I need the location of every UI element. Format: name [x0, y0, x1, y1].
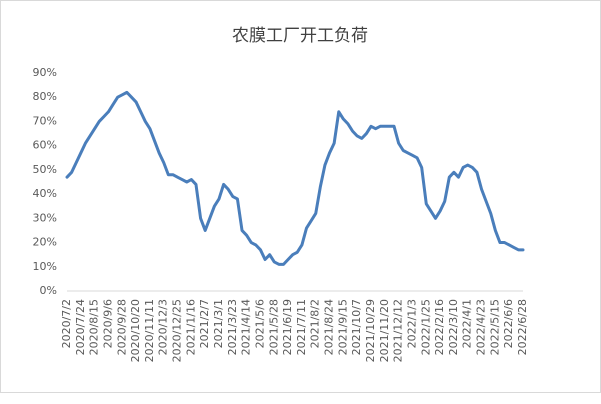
- y-tick-label: 10%: [33, 260, 57, 273]
- x-tick-label: 2022/1/25: [419, 299, 432, 355]
- chart-frame: [0, 0, 601, 393]
- x-tick-label: 2021/12/12: [392, 299, 405, 362]
- y-tick-label: 50%: [33, 163, 57, 176]
- x-tick-label: 2021/8/2: [309, 299, 322, 348]
- y-tick-label: 30%: [33, 211, 57, 224]
- y-tick-label: 20%: [33, 236, 57, 249]
- y-tick-label: 70%: [33, 114, 57, 127]
- x-tick-label: 2020/10/20: [129, 299, 142, 362]
- y-tick-label: 40%: [33, 187, 57, 200]
- y-tick-label: 0%: [40, 284, 57, 297]
- y-tick-label: 90%: [33, 66, 57, 79]
- x-tick-label: 2022/4/23: [475, 299, 488, 355]
- y-tick-label: 80%: [33, 90, 57, 103]
- x-tick-label: 2020/9/6: [101, 299, 114, 348]
- x-tick-label: 2022/1/3: [405, 299, 418, 348]
- x-tick-label: 2022/3/10: [447, 299, 460, 355]
- x-tick-label: 2021/5/28: [267, 299, 280, 355]
- x-tick-label: 2020/7/2: [60, 299, 73, 348]
- x-tick-label: 2021/3/23: [226, 299, 239, 355]
- x-tick-label: 2022/6/6: [502, 299, 515, 348]
- x-tick-label: 2022/4/1: [461, 299, 474, 348]
- x-tick-label: 2021/10/7: [350, 299, 363, 355]
- x-tick-label: 2020/12/3: [157, 299, 170, 355]
- x-tick-label: 2021/3/1: [212, 299, 225, 348]
- data-line: [65, 90, 525, 266]
- x-tick-label: 2022/6/28: [516, 299, 529, 355]
- x-tick-label: 2021/11/20: [378, 299, 391, 362]
- x-tick-label: 2020/12/25: [171, 299, 184, 362]
- x-tick-label: 2021/9/15: [336, 299, 349, 355]
- x-tick-label: 2021/4/14: [240, 299, 253, 355]
- x-tick-label: 2020/8/15: [88, 299, 101, 355]
- x-tick-label: 2022/5/15: [488, 299, 501, 355]
- x-tick-label: 2021/1/16: [184, 299, 197, 355]
- x-tick-label: 2021/10/29: [364, 299, 377, 362]
- x-tick-label: 2021/5/6: [253, 299, 266, 348]
- x-tick-label: 2020/9/28: [115, 299, 128, 355]
- y-tick-label: 60%: [33, 139, 57, 152]
- x-tick-label: 2021/8/24: [323, 299, 336, 355]
- x-tick-label: 2021/7/11: [295, 299, 308, 355]
- x-tick-label: 2020/11/11: [143, 299, 156, 362]
- x-tick-label: 2020/7/24: [74, 299, 87, 355]
- chart-title: 农膜工厂开工负荷: [232, 26, 368, 46]
- x-tick-label: 2021/2/7: [198, 299, 211, 348]
- x-tick-label: 2022/2/16: [433, 299, 446, 355]
- x-tick-label: 2021/6/19: [281, 299, 294, 355]
